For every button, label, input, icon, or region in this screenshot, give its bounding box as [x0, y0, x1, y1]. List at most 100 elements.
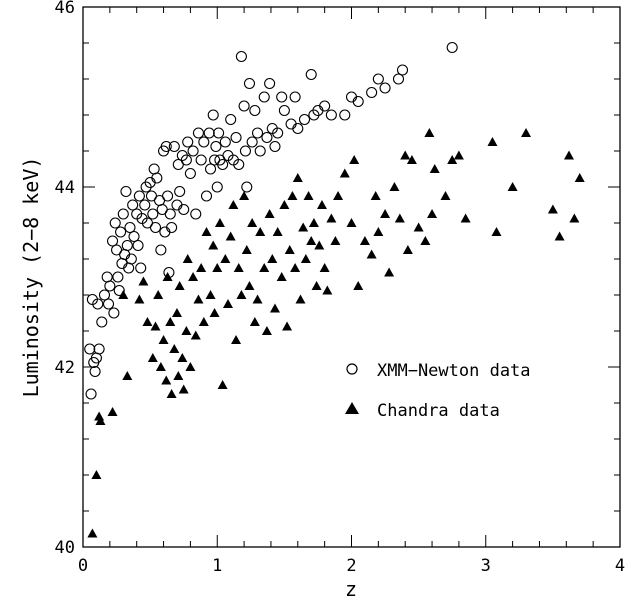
xmm-newton-point: [246, 136, 258, 148]
chandra-point: [155, 362, 166, 371]
chandra-point: [147, 353, 158, 362]
chandra-point: [171, 308, 182, 317]
y-tick-label: 44: [55, 178, 75, 198]
y-tick-label: 42: [55, 358, 75, 378]
chandra-point: [225, 231, 236, 241]
chandra-point: [491, 227, 502, 236]
xmm-newton-point: [207, 109, 219, 121]
xmm-newton-point: [258, 91, 270, 103]
legend-label-xmm-newton: XMM−Newton data: [377, 361, 531, 381]
xmm-newton-point: [164, 208, 176, 220]
x-tick-label: 0: [78, 556, 88, 576]
xmm-newton-point: [149, 221, 162, 234]
xmm-newton-point: [264, 77, 276, 90]
legend: XMM−Newton data Chandra data: [345, 361, 531, 421]
xmm-newton-point: [168, 140, 180, 153]
chandra-point: [193, 294, 204, 304]
chandra-point: [547, 204, 558, 214]
xmm-newton-point: [249, 104, 261, 117]
xmm-newton-point: [148, 163, 160, 175]
chandra-point: [440, 191, 451, 200]
xmm-newton-point: [366, 86, 378, 99]
xmm-newton-point: [187, 145, 199, 157]
xmm-newton-point: [239, 145, 251, 157]
chandra-point: [91, 470, 102, 479]
xmm-newton-point: [155, 244, 167, 256]
y-tick-label: 46: [55, 0, 75, 18]
xmm-newton-point: [85, 388, 97, 400]
xmm-newton-point: [233, 158, 245, 171]
xmm-newton-point: [128, 230, 140, 243]
chandra-point: [284, 245, 295, 254]
chandra-point: [134, 294, 145, 304]
xmm-newton-point: [124, 221, 136, 234]
xmm-newton-point: [251, 127, 264, 139]
chandra-point: [209, 308, 220, 317]
xmm-newton-point: [132, 239, 144, 252]
chandra-point: [261, 326, 272, 335]
chandra-point: [272, 227, 283, 236]
chandra-point: [244, 281, 255, 290]
chandra-point: [142, 317, 153, 326]
xmm-newton-point: [174, 185, 186, 198]
chandra-point: [107, 407, 118, 416]
chandra-point: [290, 263, 301, 272]
chandra-point: [389, 182, 400, 191]
chandra-point: [400, 150, 411, 160]
chandra-point: [122, 371, 133, 380]
chandra-point: [308, 218, 319, 227]
xmm-newton-point: [198, 136, 210, 148]
chandra-point: [569, 213, 580, 223]
xmm-newton-point: [289, 91, 301, 103]
x-tick-label: 1: [212, 556, 222, 576]
chandra-points: [87, 128, 585, 538]
axis-tick-labels: 0 1 2 3 4 40 42 44 46: [55, 0, 626, 576]
chandra-point: [247, 218, 258, 227]
xmm-newton-point: [106, 235, 119, 247]
chandra-point: [402, 245, 413, 254]
chandra-point: [177, 353, 188, 362]
chandra-point: [311, 281, 322, 290]
chandra-point: [554, 231, 565, 241]
chandra-point: [228, 200, 239, 209]
chandra-point: [420, 236, 431, 245]
chandra-point: [322, 285, 333, 295]
xmm-newton-point: [325, 109, 337, 121]
chandra-point: [279, 200, 290, 209]
xmm-newton-point: [182, 136, 194, 148]
chandra-point: [373, 227, 384, 236]
xmm-newton-point: [108, 307, 120, 319]
chandra-point: [303, 191, 314, 200]
chandra-point: [118, 290, 129, 299]
chandra-point: [429, 164, 440, 173]
xmm-newton-point: [292, 122, 304, 135]
chandra-point: [233, 263, 244, 272]
chandra-point: [231, 335, 242, 344]
xmm-newton-point: [115, 226, 127, 238]
xmm-newton-point: [180, 154, 192, 166]
xmm-newton-points: [84, 41, 458, 400]
chandra-point: [380, 209, 391, 218]
xmm-newton-point: [278, 104, 290, 117]
chandra-point: [95, 416, 106, 425]
x-axis-label: z: [345, 577, 357, 601]
chandra-point: [507, 182, 518, 191]
chandra-point: [521, 128, 532, 137]
chandra-point: [198, 317, 209, 326]
xmm-newton-point: [147, 208, 159, 220]
chandra-point: [173, 371, 184, 380]
chandra-point: [349, 155, 360, 164]
xmm-newton-point: [225, 113, 237, 126]
chandra-point: [158, 335, 169, 344]
chandra-point: [487, 137, 498, 146]
chandra-point: [267, 254, 278, 263]
chandra-point: [214, 218, 225, 227]
chandra-point: [563, 150, 574, 160]
xmm-newton-point: [200, 190, 213, 202]
chandra-point: [295, 294, 306, 304]
xmm-newton-point: [89, 365, 101, 378]
chandra-point: [166, 389, 177, 398]
y-tick-label: 40: [55, 538, 75, 558]
xmm-newton-point: [261, 131, 273, 144]
